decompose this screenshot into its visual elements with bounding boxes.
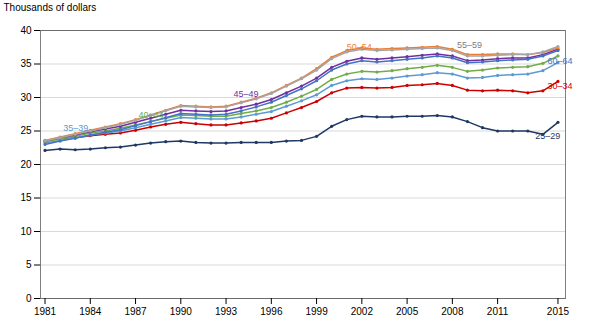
svg-text:35: 35 (20, 58, 32, 69)
svg-text:1990: 1990 (170, 306, 193, 317)
svg-text:20: 20 (20, 159, 32, 170)
svg-text:30–34: 30–34 (547, 81, 572, 91)
svg-text:40: 40 (20, 25, 32, 36)
svg-text:2005: 2005 (396, 306, 419, 317)
svg-text:35–39: 35–39 (63, 123, 88, 133)
svg-text:5: 5 (26, 259, 32, 270)
svg-text:45–49: 45–49 (234, 89, 259, 99)
svg-text:1984: 1984 (79, 306, 102, 317)
svg-text:50–54: 50–54 (347, 42, 372, 52)
svg-text:2008: 2008 (441, 306, 464, 317)
svg-text:1981: 1981 (34, 306, 57, 317)
svg-text:2002: 2002 (351, 306, 374, 317)
svg-text:60–64: 60–64 (547, 56, 572, 66)
svg-text:1987: 1987 (124, 306, 147, 317)
svg-text:1993: 1993 (215, 306, 238, 317)
svg-text:30: 30 (20, 92, 32, 103)
svg-text:0: 0 (26, 293, 32, 304)
svg-text:40–44: 40–44 (139, 110, 164, 120)
svg-text:25–29: 25–29 (535, 131, 560, 141)
svg-text:10: 10 (20, 226, 32, 237)
svg-text:15: 15 (20, 192, 32, 203)
svg-text:25: 25 (20, 125, 32, 136)
svg-text:Thousands of dollars: Thousands of dollars (4, 2, 97, 13)
svg-text:2015: 2015 (547, 306, 570, 317)
svg-text:2011: 2011 (487, 306, 509, 317)
svg-text:1999: 1999 (305, 306, 328, 317)
svg-text:1996: 1996 (260, 306, 283, 317)
svg-text:55–59: 55–59 (457, 40, 482, 50)
